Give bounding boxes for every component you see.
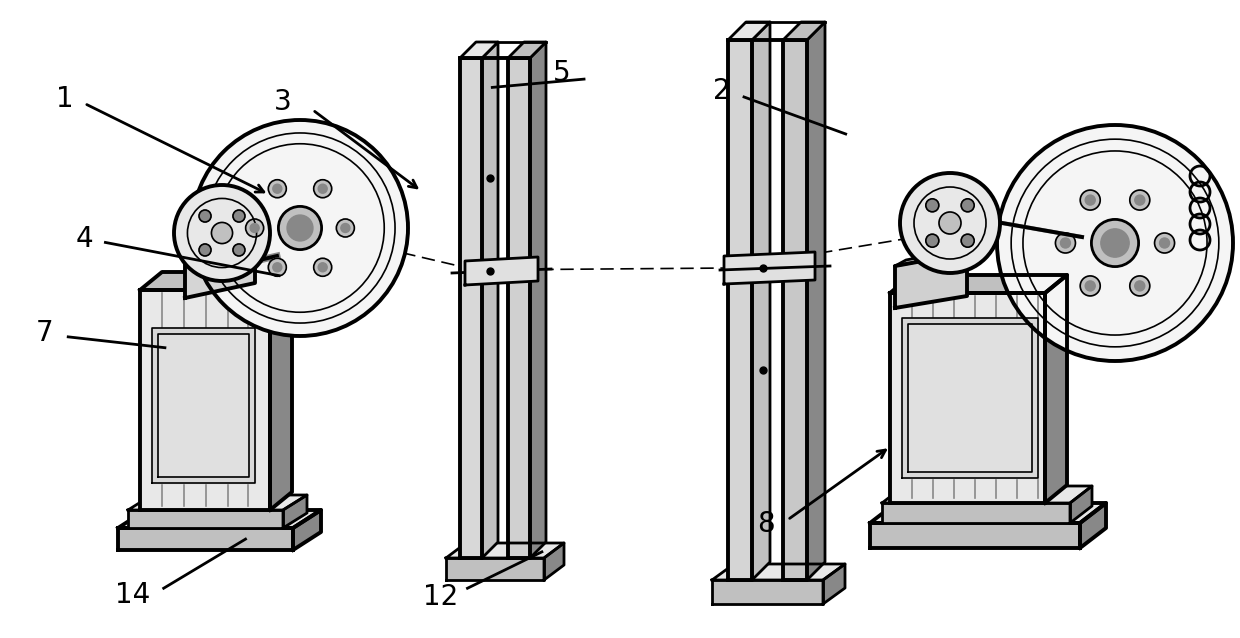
Circle shape xyxy=(961,234,975,247)
Polygon shape xyxy=(140,290,270,510)
Text: 1: 1 xyxy=(56,85,73,113)
Circle shape xyxy=(212,223,233,244)
Polygon shape xyxy=(728,22,770,40)
Polygon shape xyxy=(782,22,825,40)
Polygon shape xyxy=(728,40,751,580)
Circle shape xyxy=(246,219,264,237)
Polygon shape xyxy=(460,42,498,58)
Circle shape xyxy=(200,210,211,222)
Polygon shape xyxy=(895,246,978,266)
Circle shape xyxy=(268,258,286,276)
Polygon shape xyxy=(465,257,538,285)
Circle shape xyxy=(319,184,327,193)
Polygon shape xyxy=(118,510,321,528)
Circle shape xyxy=(1085,281,1095,291)
Polygon shape xyxy=(870,503,1106,523)
Text: 8: 8 xyxy=(758,510,775,538)
Circle shape xyxy=(1101,229,1130,257)
Circle shape xyxy=(286,215,312,241)
Circle shape xyxy=(1130,276,1149,296)
Polygon shape xyxy=(270,272,291,510)
Polygon shape xyxy=(890,275,1066,293)
Polygon shape xyxy=(1080,503,1106,548)
Polygon shape xyxy=(908,324,1032,472)
Circle shape xyxy=(1085,195,1095,205)
Polygon shape xyxy=(157,334,249,477)
Circle shape xyxy=(279,207,321,249)
Polygon shape xyxy=(1070,486,1092,523)
Circle shape xyxy=(341,223,350,232)
Polygon shape xyxy=(712,580,823,604)
Polygon shape xyxy=(153,328,255,483)
Polygon shape xyxy=(870,523,1080,548)
Polygon shape xyxy=(882,486,1092,503)
Polygon shape xyxy=(895,253,967,308)
Circle shape xyxy=(1130,190,1149,210)
Text: 14: 14 xyxy=(115,581,150,609)
Polygon shape xyxy=(807,22,825,580)
Polygon shape xyxy=(751,22,770,580)
Polygon shape xyxy=(823,564,844,604)
Circle shape xyxy=(314,180,331,198)
Polygon shape xyxy=(529,42,546,558)
Text: 7: 7 xyxy=(36,319,53,347)
Circle shape xyxy=(1060,238,1070,248)
Polygon shape xyxy=(1045,275,1066,503)
Circle shape xyxy=(997,125,1233,361)
Circle shape xyxy=(1080,276,1100,296)
Circle shape xyxy=(174,185,270,281)
Polygon shape xyxy=(508,42,546,58)
Polygon shape xyxy=(460,58,482,558)
Polygon shape xyxy=(293,510,321,550)
Circle shape xyxy=(200,244,211,256)
Text: 12: 12 xyxy=(423,582,458,611)
Circle shape xyxy=(319,263,327,272)
Polygon shape xyxy=(128,510,283,528)
Circle shape xyxy=(1091,219,1138,267)
Circle shape xyxy=(926,199,939,212)
Circle shape xyxy=(336,219,355,237)
Circle shape xyxy=(900,173,999,273)
Polygon shape xyxy=(882,503,1070,523)
Polygon shape xyxy=(782,40,807,580)
Polygon shape xyxy=(724,252,815,284)
Polygon shape xyxy=(283,495,308,528)
Polygon shape xyxy=(544,543,564,580)
Text: 3: 3 xyxy=(274,88,291,116)
Polygon shape xyxy=(890,293,1045,503)
Polygon shape xyxy=(901,318,1038,478)
Polygon shape xyxy=(185,233,265,256)
Text: 2: 2 xyxy=(713,77,730,105)
Circle shape xyxy=(273,184,281,193)
Circle shape xyxy=(926,234,939,247)
Circle shape xyxy=(961,199,975,212)
Polygon shape xyxy=(508,58,529,558)
Circle shape xyxy=(192,120,408,336)
Circle shape xyxy=(250,223,259,232)
Circle shape xyxy=(939,212,961,234)
Circle shape xyxy=(1080,190,1100,210)
Circle shape xyxy=(233,210,246,222)
Polygon shape xyxy=(118,528,293,550)
Text: 5: 5 xyxy=(553,59,570,87)
Circle shape xyxy=(1154,233,1174,253)
Circle shape xyxy=(1055,233,1075,253)
Polygon shape xyxy=(446,558,544,580)
Polygon shape xyxy=(185,240,255,298)
Polygon shape xyxy=(446,543,564,558)
Circle shape xyxy=(273,263,281,272)
Text: 4: 4 xyxy=(76,225,93,253)
Polygon shape xyxy=(712,564,844,580)
Circle shape xyxy=(1135,195,1145,205)
Circle shape xyxy=(1135,281,1145,291)
Circle shape xyxy=(1159,238,1169,248)
Circle shape xyxy=(233,244,246,256)
Polygon shape xyxy=(140,272,291,290)
Circle shape xyxy=(314,258,331,276)
Polygon shape xyxy=(482,42,498,558)
Circle shape xyxy=(268,180,286,198)
Polygon shape xyxy=(128,495,308,510)
